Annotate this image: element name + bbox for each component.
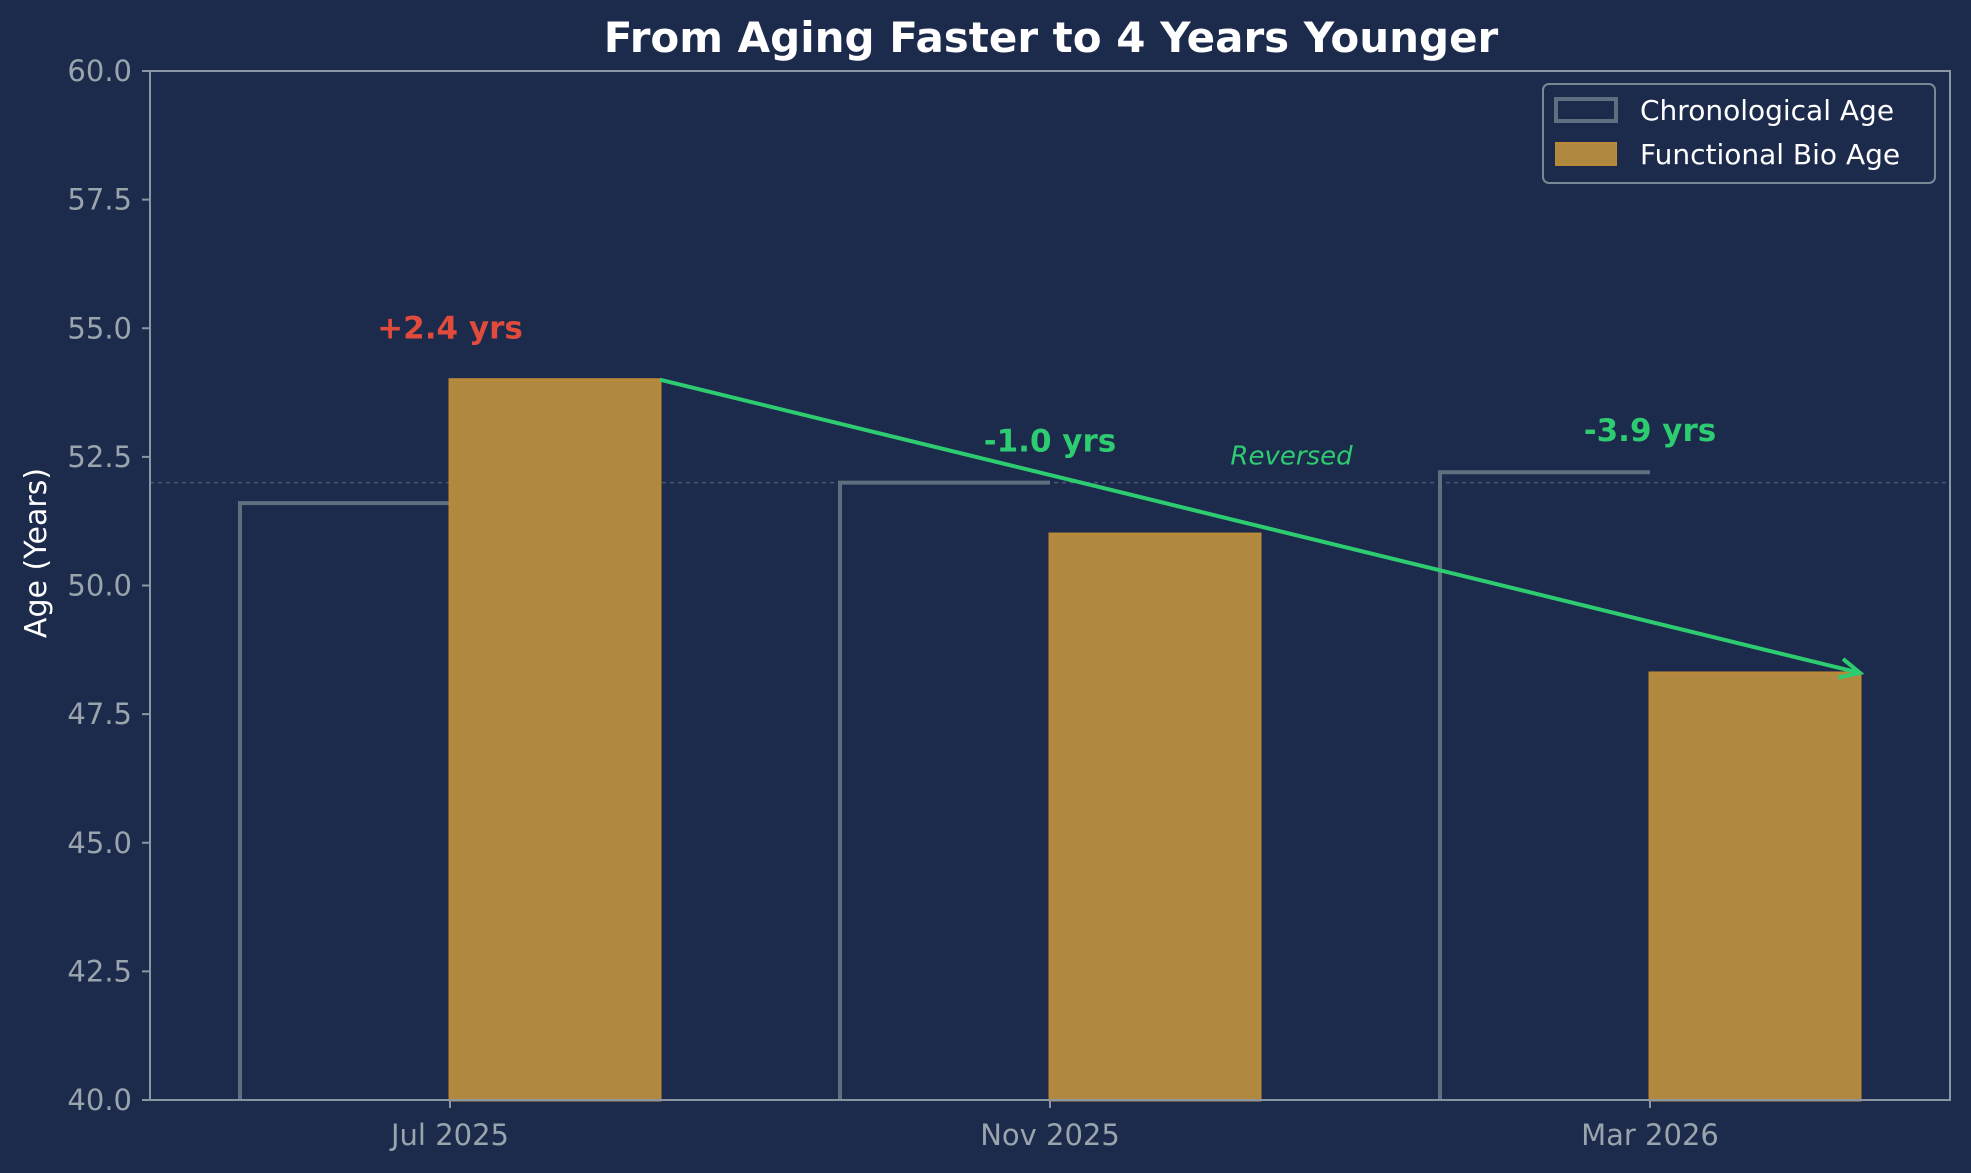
y-tick-label: 55.0	[67, 311, 132, 345]
trend-arrow-label: Reversed	[1230, 442, 1353, 472]
legend-box	[1542, 83, 1936, 184]
x-tick-label: Mar 2026	[1581, 1118, 1719, 1152]
y-tick-label: 60.0	[67, 54, 132, 88]
bar-functional-bio-age	[1048, 532, 1262, 1102]
trend-arrow-line	[659, 377, 1861, 675]
delta-annotation: +2.4 yrs	[377, 310, 523, 346]
delta-annotation: -3.9 yrs	[1584, 413, 1717, 449]
y-tick-label: 42.5	[67, 954, 132, 988]
legend-swatch-functional	[1555, 142, 1617, 166]
delta-annotation: -1.0 yrs	[984, 423, 1117, 459]
y-axis-label: Age (Years)	[19, 468, 54, 638]
bar-chronological-age	[1438, 470, 1650, 1100]
legend-swatch-chronological	[1554, 97, 1618, 123]
y-tick-label: 45.0	[67, 826, 132, 860]
legend: Chronological Age Functional Bio Age	[1542, 83, 1936, 184]
bar-chronological-age	[838, 480, 1050, 1100]
y-tick-label: 57.5	[67, 183, 132, 217]
legend-label-chronological: Chronological Age	[1640, 94, 1894, 127]
trend-arrow-head	[1838, 657, 1865, 680]
x-tick-label: Nov 2025	[980, 1118, 1120, 1152]
plot-area: 40.0 42.5 45.0 47.5 50.0 52.5 55.0 57.5 60.0 Jul …	[67, 54, 1951, 1152]
y-tick-label: 50.0	[67, 569, 132, 603]
legend-label-functional: Functional Bio Age	[1640, 138, 1900, 171]
y-tick-label: 40.0	[67, 1083, 132, 1117]
chart-title: From Aging Faster to 4 Years Younger	[604, 13, 1499, 62]
bar-functional-bio-age	[1648, 671, 1862, 1102]
y-tick-label: 47.5	[67, 697, 132, 731]
x-tick-label: Jul 2025	[389, 1118, 509, 1152]
y-tick-label: 52.5	[67, 440, 132, 474]
bar-functional-bio-age	[448, 378, 662, 1102]
bar-chronological-age	[238, 501, 450, 1100]
